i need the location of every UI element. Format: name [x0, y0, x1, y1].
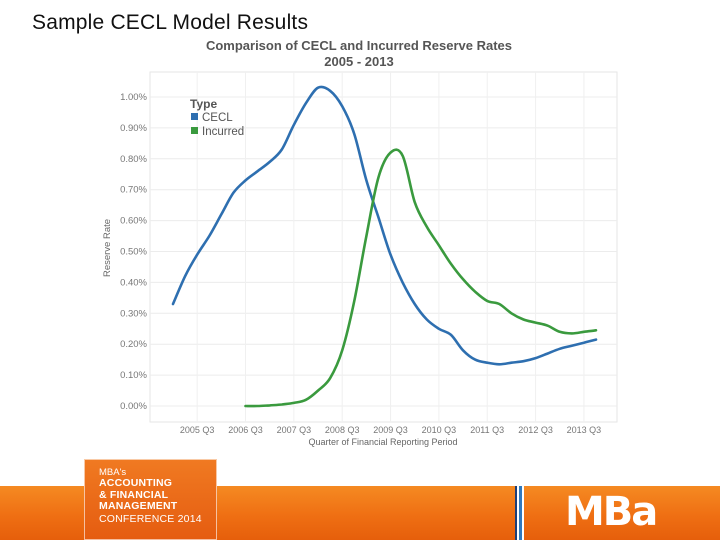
- slide-title: Sample CECL Model Results: [32, 11, 309, 34]
- legend-swatch-incurred: [191, 127, 198, 134]
- x-tick-label: 2010 Q3: [422, 425, 457, 435]
- x-tick-label: 2006 Q3: [228, 425, 263, 435]
- y-axis-label: Reserve Rate: [102, 219, 113, 277]
- series-line-incurred: [244, 148, 598, 408]
- x-axis-label: Quarter of Financial Reporting Period: [308, 437, 457, 447]
- grid-lines: [149, 71, 618, 423]
- legend: Type CECL Incurred: [190, 97, 244, 138]
- conference-line-3: & FINANCIAL: [99, 488, 169, 501]
- legend-label-cecl: CECL: [202, 112, 233, 124]
- y-tick-label: 0.90%: [120, 123, 147, 134]
- chart-subtitle: 2005 - 2013: [324, 54, 393, 69]
- x-tick-label: 2007 Q3: [277, 425, 312, 435]
- x-axis-ticks: 2005 Q3 2006 Q3 2007 Q3 2008 Q3 2009 Q3 2010 …: [180, 425, 601, 435]
- conference-badge: MBA's ACCOUNTING & FINANCIAL MANAGEMENT …: [84, 459, 217, 540]
- conference-line-1: MBA's: [99, 467, 127, 478]
- series-line-cecl: [171, 85, 598, 366]
- legend-label-incurred: Incurred: [202, 126, 244, 138]
- x-tick-label: 2012 Q3: [518, 425, 553, 435]
- reserve-rate-chart: Comparison of CECL and Incurred Reserve …: [102, 38, 618, 447]
- x-tick-label: 2008 Q3: [325, 425, 360, 435]
- y-tick-label: 1.00%: [120, 92, 147, 103]
- y-tick-label: 0.30%: [120, 308, 147, 319]
- x-tick-label: 2013 Q3: [567, 425, 602, 435]
- y-tick-label: 0.40%: [120, 277, 147, 288]
- footer-stripe: [515, 486, 524, 540]
- conference-line-4: MANAGEMENT: [99, 500, 178, 512]
- y-tick-label: 0.10%: [120, 370, 147, 381]
- mba-logo: MBa: [565, 489, 658, 535]
- legend-title: Type: [190, 97, 217, 111]
- plot-frame: [149, 71, 618, 423]
- x-tick-label: 2011 Q3: [470, 425, 504, 435]
- x-tick-label: 2009 Q3: [373, 425, 408, 435]
- y-tick-label: 0.20%: [120, 339, 147, 350]
- conference-line-5: CONFERENCE 2014: [99, 512, 202, 525]
- chart-title: Comparison of CECL and Incurred Reserve …: [206, 38, 512, 53]
- y-axis-ticks: 0.00% 0.10% 0.20% 0.30% 0.40% 0.50% 0.60% 0.70%…: [120, 92, 147, 412]
- x-tick-label: 2005 Q3: [180, 425, 215, 435]
- y-tick-label: 0.60%: [120, 216, 147, 227]
- y-tick-label: 0.70%: [120, 185, 147, 196]
- conference-line-2: ACCOUNTING: [99, 477, 173, 489]
- y-tick-label: 0.00%: [120, 401, 147, 412]
- series-lines: [171, 85, 598, 408]
- y-tick-label: 0.80%: [120, 154, 147, 165]
- legend-swatch-cecl: [191, 113, 198, 120]
- y-tick-label: 0.50%: [120, 247, 147, 258]
